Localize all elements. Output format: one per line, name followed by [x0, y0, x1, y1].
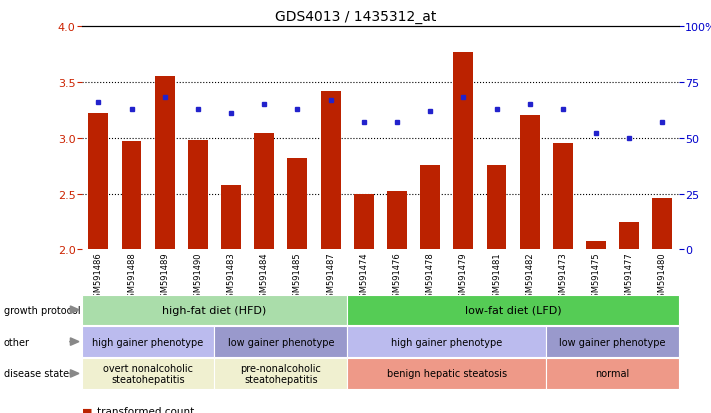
Text: GSM591481: GSM591481 — [492, 252, 501, 303]
Text: ■: ■ — [82, 406, 92, 413]
Text: disease state: disease state — [4, 368, 69, 379]
Text: GSM591489: GSM591489 — [160, 252, 169, 303]
Bar — [221, 185, 241, 250]
Bar — [155, 77, 175, 250]
Text: GSM591480: GSM591480 — [658, 252, 667, 303]
Text: GSM591490: GSM591490 — [193, 252, 203, 302]
Text: GSM591477: GSM591477 — [625, 252, 634, 303]
Bar — [188, 140, 208, 250]
Bar — [454, 52, 474, 250]
Bar — [553, 144, 573, 250]
Text: other: other — [4, 337, 30, 347]
Text: high-fat diet (HFD): high-fat diet (HFD) — [162, 305, 267, 315]
Text: GSM591487: GSM591487 — [326, 252, 335, 303]
Text: GSM591474: GSM591474 — [359, 252, 368, 303]
Text: GSM591484: GSM591484 — [260, 252, 269, 303]
Bar — [321, 92, 341, 250]
Text: GSM591483: GSM591483 — [227, 252, 235, 303]
Bar — [387, 192, 407, 250]
Text: pre-nonalcoholic
steatohepatitis: pre-nonalcoholic steatohepatitis — [240, 363, 321, 385]
Bar — [520, 116, 540, 250]
Bar — [586, 241, 606, 250]
Text: GSM591476: GSM591476 — [392, 252, 402, 303]
Bar — [88, 114, 108, 250]
Bar — [287, 159, 307, 250]
Text: GSM591488: GSM591488 — [127, 252, 136, 303]
Text: high gainer phenotype: high gainer phenotype — [92, 337, 204, 347]
Text: GSM591485: GSM591485 — [293, 252, 302, 303]
Text: GDS4013 / 1435312_at: GDS4013 / 1435312_at — [275, 10, 436, 24]
Bar — [653, 199, 673, 250]
Text: growth protocol: growth protocol — [4, 305, 80, 315]
Text: GSM591473: GSM591473 — [558, 252, 567, 303]
Text: GSM591486: GSM591486 — [94, 252, 103, 303]
Bar — [122, 142, 141, 250]
Text: GSM591482: GSM591482 — [525, 252, 534, 303]
Text: benign hepatic steatosis: benign hepatic steatosis — [387, 368, 507, 379]
Text: low gainer phenotype: low gainer phenotype — [228, 337, 334, 347]
Text: overt nonalcoholic
steatohepatitis: overt nonalcoholic steatohepatitis — [103, 363, 193, 385]
Bar — [354, 194, 374, 250]
Bar — [255, 134, 274, 250]
Bar — [420, 165, 440, 250]
Text: GSM591479: GSM591479 — [459, 252, 468, 303]
Text: normal: normal — [596, 368, 630, 379]
Text: low gainer phenotype: low gainer phenotype — [560, 337, 666, 347]
Bar — [619, 222, 639, 250]
Text: GSM591478: GSM591478 — [426, 252, 434, 303]
Text: GSM591475: GSM591475 — [592, 252, 601, 303]
Text: transformed count: transformed count — [97, 406, 195, 413]
Text: high gainer phenotype: high gainer phenotype — [391, 337, 503, 347]
Text: low-fat diet (LFD): low-fat diet (LFD) — [465, 305, 562, 315]
Bar — [486, 165, 506, 250]
